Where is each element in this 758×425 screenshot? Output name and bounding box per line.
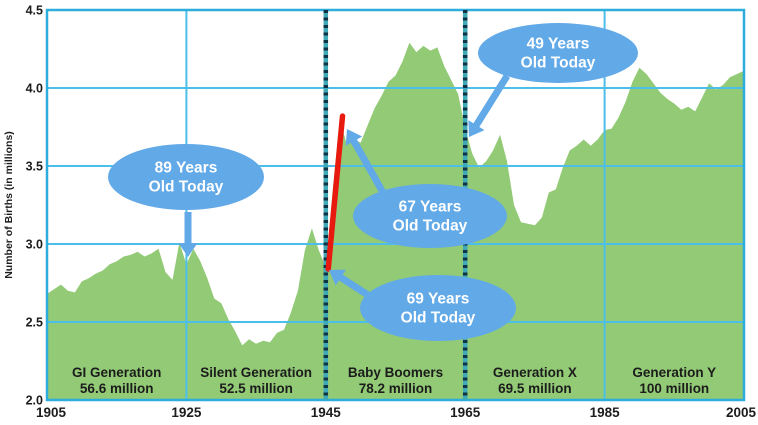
callout-text-line1-age-89: 89 Years bbox=[155, 160, 218, 177]
callout-arrow-shaft-age-69 bbox=[337, 273, 373, 300]
callout-bubble-age-89 bbox=[108, 144, 264, 210]
x-tick-label: 2005 bbox=[726, 405, 757, 420]
callout-text-line1-age-67: 67 Years bbox=[399, 199, 462, 216]
callout-text-line1-age-49: 49 Years bbox=[527, 36, 590, 53]
y-tick-label: 2.0 bbox=[26, 394, 43, 408]
x-tick-label: 1965 bbox=[450, 405, 481, 420]
x-tick-label: 1905 bbox=[36, 405, 67, 420]
x-tick-label: 1925 bbox=[171, 405, 202, 420]
generation-name-label: Baby Boomers bbox=[348, 365, 443, 380]
red-boom-rise-marker bbox=[325, 113, 346, 272]
generation-size-label: 78.2 million bbox=[359, 381, 433, 396]
generation-size-label: 56.6 million bbox=[80, 381, 154, 396]
generation-name-label: GI Generation bbox=[72, 365, 161, 380]
y-tick-label: 2.5 bbox=[26, 316, 43, 330]
generation-size-label: 69.5 million bbox=[498, 381, 572, 396]
y-axis-title: Number of Births (in millions) bbox=[3, 131, 15, 279]
callout-bubble-age-67 bbox=[353, 184, 507, 248]
callout-text-line2-age-69: Old Today bbox=[401, 310, 476, 327]
plot-frame-layer bbox=[45, 8, 746, 402]
generation-name-label: Generation Y bbox=[632, 365, 716, 380]
callout-arrow-head-age-49 bbox=[468, 120, 485, 137]
callout-text-line2-age-89: Old Today bbox=[149, 179, 224, 196]
callout-bubble-age-49 bbox=[478, 23, 638, 83]
callout-arrow-head-age-89 bbox=[178, 243, 198, 257]
callout-text-line1-age-69: 69 Years bbox=[407, 291, 470, 308]
x-tick-label: 1985 bbox=[590, 405, 621, 420]
callout-text-line2-age-49: Old Today bbox=[521, 55, 596, 72]
callout-arrow-head-age-67 bbox=[345, 129, 363, 146]
x-tick-label: 1945 bbox=[311, 405, 342, 420]
y-tick-label: 4.5 bbox=[26, 4, 43, 18]
generation-size-label: 100 million bbox=[639, 381, 709, 396]
plot-frame bbox=[45, 8, 746, 402]
callout-text-line2-age-67: Old Today bbox=[393, 218, 468, 235]
axis-ticks-layer: 2.0 2.5 3.0 3.5 4.0 4.5 1905 1925 1945 1965 1985 20… bbox=[26, 4, 757, 421]
generation-name-label: Generation X bbox=[493, 365, 577, 380]
red-marker-layer bbox=[325, 113, 346, 272]
callout-bubble-age-69 bbox=[360, 275, 516, 341]
callout-arrow-head-age-69 bbox=[329, 269, 346, 286]
y-tick-label: 3.0 bbox=[26, 238, 43, 252]
generation-name-label: Silent Generation bbox=[200, 365, 312, 380]
y-tick-label: 4.0 bbox=[26, 82, 43, 96]
callout-bubbles-layer: 89 Years Old Today 49 Years Old Today 67 Yea… bbox=[108, 23, 638, 341]
y-tick-label: 3.5 bbox=[26, 160, 43, 174]
callout-arrow-shaft-age-49 bbox=[472, 74, 510, 129]
generation-size-label: 52.5 million bbox=[219, 381, 293, 396]
